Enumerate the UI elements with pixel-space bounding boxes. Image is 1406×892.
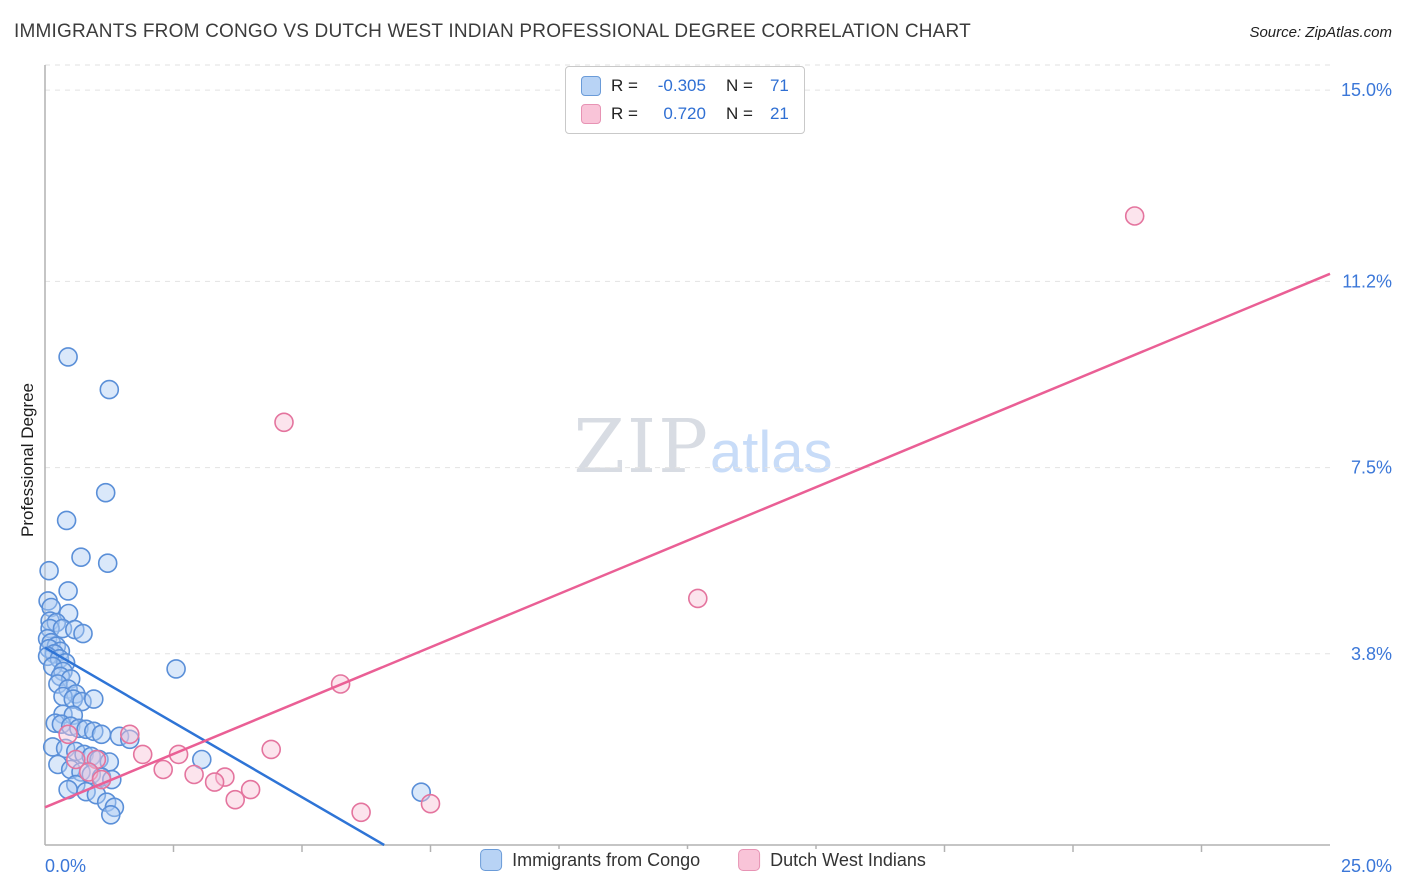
scatter-point-dwi: [1124, 206, 1145, 226]
scatter-point-dwi: [420, 793, 441, 814]
r-label: R =: [611, 104, 638, 123]
scatter-point-congo: [72, 691, 92, 712]
legend-row-congo: R = -0.305 N = 71: [581, 76, 789, 96]
r-label: R =: [611, 76, 638, 95]
scatter-point-congo: [91, 724, 112, 745]
r-value-dwi: 0.720: [663, 104, 706, 123]
n-label: N =: [725, 104, 753, 123]
scatter-point-dwi: [225, 789, 245, 810]
scatter-point-congo: [95, 482, 116, 503]
trend-line-dwi: [44, 272, 1331, 809]
legend-row-dwi: R = 0.720 N = 21: [581, 104, 789, 124]
x-min-label: 0.0%: [45, 856, 86, 876]
dwi-legend-label: Dutch West Indians: [770, 849, 926, 870]
scatter-point-dwi: [204, 772, 225, 792]
scatter-point-dwi: [184, 764, 204, 785]
scatter-point-dwi: [215, 767, 235, 787]
n-value-dwi: 21: [769, 104, 789, 123]
scatter-point-congo: [58, 347, 78, 367]
watermark-zip: ZIP: [573, 404, 710, 490]
scatter-point-congo: [56, 510, 77, 531]
congo-swatch: [581, 76, 601, 96]
congo-legend-swatch: [480, 849, 503, 871]
scatter-point-congo: [76, 719, 96, 740]
r-value-congo: -0.305: [657, 76, 706, 95]
legend-item-congo: Immigrants from Congo: [480, 849, 700, 871]
scatter-point-congo: [97, 553, 118, 574]
scatter-point-congo: [101, 804, 121, 825]
y-tick-label: 3.8%: [1351, 644, 1392, 664]
correlation-legend-box: R = -0.305 N = 71 R = 0.720 N = 21: [565, 66, 805, 134]
y-axis-title: Professional Degree: [18, 382, 37, 538]
scatter-point-congo: [69, 718, 89, 739]
y-tick-label: 15.0%: [1341, 80, 1392, 100]
scatter-point-dwi: [687, 588, 708, 609]
x-max-label: 25.0%: [1341, 856, 1392, 876]
scatter-point-congo: [39, 560, 59, 581]
y-tick-label: 11.2%: [1342, 271, 1392, 291]
scatter-point-congo: [120, 729, 140, 750]
scatter-point-dwi: [274, 412, 294, 433]
series-legend: Immigrants from Congo Dutch West Indians: [472, 849, 934, 871]
scatter-point-dwi: [58, 724, 78, 745]
scatter-point-congo: [58, 581, 78, 601]
y-tick-label: 7.5%: [1351, 458, 1392, 478]
scatter-point-congo: [166, 659, 186, 679]
watermark-atlas: atlas: [709, 420, 833, 485]
scatter-point-dwi: [132, 744, 153, 765]
zipatlas-watermark: ZIPatlas: [574, 404, 833, 490]
scatter-point-congo: [73, 623, 93, 644]
scatter-point-congo: [71, 547, 91, 568]
scatter-point-dwi: [351, 802, 371, 823]
scatter-point-congo: [48, 674, 68, 694]
dwi-swatch: [581, 104, 601, 124]
scatter-point-congo: [84, 689, 104, 709]
scatter-point-congo: [45, 713, 66, 734]
legend-item-dwi: Dutch West Indians: [738, 849, 926, 871]
dwi-legend-swatch: [738, 849, 761, 871]
congo-legend-label: Immigrants from Congo: [512, 849, 701, 870]
scatter-point-congo: [99, 379, 120, 400]
scatter-point-dwi: [240, 779, 261, 800]
trend-line-congo: [44, 646, 385, 847]
scatter-point-dwi: [261, 739, 282, 760]
scatter-point-congo: [42, 656, 63, 677]
scatter-point-dwi: [153, 759, 173, 780]
n-value-congo: 71: [769, 76, 789, 95]
scatter-point-dwi: [66, 749, 86, 770]
chart-title: IMMIGRANTS FROM CONGO VS DUTCH WEST INDI…: [14, 21, 971, 42]
scatter-point-dwi: [120, 724, 140, 745]
n-label: N =: [725, 76, 753, 95]
source-attribution: Source: ZipAtlas.com: [1249, 24, 1392, 41]
